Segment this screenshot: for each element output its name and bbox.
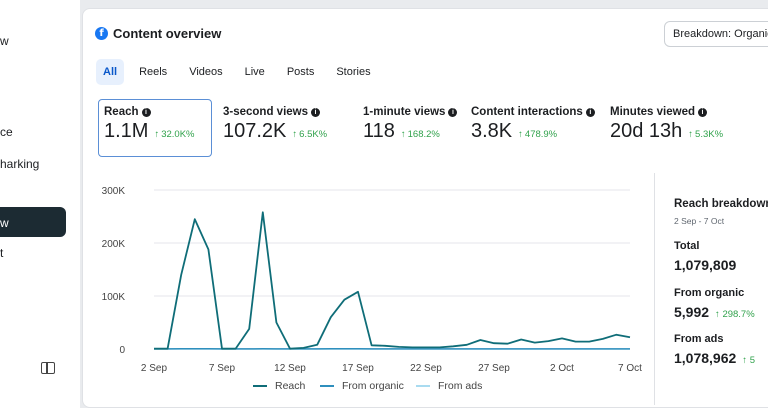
tab-live[interactable]: Live — [244, 66, 265, 78]
total-label: Total — [674, 240, 700, 252]
x-tick-label: 2 Oct — [550, 363, 574, 374]
organic-change: ↑ 298.7% — [715, 309, 755, 320]
tab-stories[interactable]: Stories — [336, 66, 371, 78]
ads-change: ↑ 5 — [742, 355, 755, 366]
metric-change-value: 32.0K% — [161, 129, 195, 140]
info-icon[interactable]: i — [448, 107, 458, 117]
page-title: Content overview — [113, 26, 222, 41]
metric-3-second-views[interactable]: 3-second views i 107.2K ↑ 6.5K% — [223, 99, 327, 143]
metric-label: 3-second views — [223, 106, 309, 118]
facebook-icon: f — [95, 27, 108, 40]
x-tick-label: 7 Oct — [618, 363, 642, 374]
card-header: f Content overview — [95, 26, 221, 41]
legend-item-reach[interactable]: Reach — [253, 380, 305, 392]
organic-change-value: 298.7% — [722, 309, 755, 320]
total-value-text: 1,079,809 — [674, 257, 737, 273]
reach-breakdown-date-range: 2 Sep - 7 Oct — [674, 216, 725, 226]
metric-value: 3.8K — [471, 120, 513, 142]
legend-label: Reach — [275, 380, 306, 392]
panel-divider — [654, 173, 655, 405]
info-icon[interactable]: i — [311, 107, 321, 117]
x-tick-label: 22 Sep — [410, 363, 442, 374]
metric-change: ↑ 32.0K% — [154, 129, 194, 140]
arrow-up-icon: ↑ — [400, 129, 406, 140]
legend-swatch — [320, 385, 334, 387]
series-line-reach — [154, 211, 631, 350]
x-tick-label: 7 Sep — [209, 363, 236, 374]
metric-change: ↑ 6.5K% — [292, 129, 327, 140]
x-tick-label: 12 Sep — [274, 363, 306, 374]
legend-label: From organic — [342, 380, 404, 392]
reach-line-chart: 300K 200K 100K 0 2 Sep 7 Sep 12 Sep 17 Sep 22 Se… — [102, 186, 643, 374]
metric-reach[interactable]: Reach i 1.1M ↑ 32.0K% — [98, 99, 212, 157]
sidebar-item-overview[interactable]: w — [0, 34, 9, 48]
ads-label: From ads — [674, 333, 724, 345]
sidebar: w ce harking w t — [0, 0, 80, 408]
metric-minutes-viewed[interactable]: Minutes viewed i 20d 13h ↑ 5.3K% — [610, 99, 723, 143]
sidebar-item-audience[interactable]: ce — [0, 125, 13, 139]
metric-label: Content interactions — [471, 106, 583, 118]
sidebar-item-content-overview[interactable]: w — [0, 207, 66, 237]
organic-value-text: 5,992 — [674, 304, 710, 320]
metric-change: ↑ 5.3K% — [688, 129, 723, 140]
metric-value: 1.1M — [104, 120, 149, 142]
legend-label: From ads — [438, 380, 483, 392]
organic-value: 5,992 ↑ 298.7% — [674, 304, 755, 320]
y-tick-label: 200K — [102, 239, 126, 250]
metric-label: Reach — [104, 106, 139, 118]
arrow-up-icon: ↑ — [154, 129, 160, 140]
metric-label: Minutes viewed — [610, 106, 695, 118]
metric-1-minute-views[interactable]: 1-minute views i 118 ↑ 168.2% — [363, 99, 458, 143]
collapse-sidebar-icon[interactable] — [41, 362, 55, 374]
x-tick-label: 2 Sep — [141, 363, 168, 374]
arrow-up-icon: ↑ — [715, 309, 723, 320]
metric-change: ↑ 478.9% — [518, 129, 557, 140]
ads-value: 1,078,962 ↑ 5 — [674, 350, 755, 366]
info-icon[interactable]: i — [141, 107, 151, 117]
legend-item-ads[interactable]: From ads — [416, 380, 482, 392]
ads-change-value: 5 — [749, 355, 755, 366]
metric-value: 20d 13h — [610, 120, 683, 142]
legend-swatch — [416, 385, 430, 387]
metric-change-value: 478.9% — [524, 129, 558, 140]
ads-value-text: 1,078,962 — [674, 350, 737, 366]
content-type-tabs: All Reels Videos Live Posts Stories — [96, 59, 386, 85]
metric-change: ↑ 168.2% — [401, 129, 440, 140]
total-value: 1,079,809 — [674, 257, 736, 273]
tab-reels[interactable]: Reels — [139, 66, 168, 78]
content-overview-card: f Content overview Breakdown: Organic/Ad… — [82, 8, 768, 408]
breakdown-dropdown[interactable]: Breakdown: Organic/Ads — [664, 21, 768, 47]
y-tick-label: 100K — [102, 292, 126, 303]
x-tick-label: 27 Sep — [478, 363, 510, 374]
info-icon[interactable]: i — [585, 107, 595, 117]
y-tick-label: 300K — [102, 186, 126, 197]
reach-breakdown-title: Reach breakdown — [674, 198, 768, 210]
tab-all[interactable]: All — [96, 59, 125, 85]
metric-label: 1-minute views — [363, 106, 446, 118]
sidebar-item-benchmarking[interactable]: harking — [0, 157, 40, 171]
organic-label: From organic — [674, 287, 745, 299]
tab-posts[interactable]: Posts — [286, 66, 315, 78]
arrow-up-icon: ↑ — [742, 355, 750, 366]
legend-item-organic[interactable]: From organic — [320, 380, 404, 392]
metric-change-value: 168.2% — [407, 129, 440, 140]
sidebar-item-content[interactable]: t — [0, 246, 4, 260]
x-tick-label: 17 Sep — [342, 363, 374, 374]
arrow-up-icon: ↑ — [518, 129, 523, 140]
metric-change-value: 5.3K% — [695, 129, 724, 140]
info-icon[interactable]: i — [698, 107, 707, 117]
legend-swatch — [253, 385, 267, 387]
metric-content-interactions[interactable]: Content interactions i 3.8K ↑ 478.9% — [471, 99, 595, 143]
metric-value: 118 — [363, 120, 395, 142]
arrow-up-icon: ↑ — [688, 129, 694, 140]
y-tick-label: 0 — [119, 345, 125, 356]
metric-value: 107.2K — [223, 120, 287, 142]
metric-change-value: 6.5K% — [299, 129, 328, 140]
tab-videos[interactable]: Videos — [189, 66, 223, 78]
arrow-up-icon: ↑ — [292, 129, 298, 140]
